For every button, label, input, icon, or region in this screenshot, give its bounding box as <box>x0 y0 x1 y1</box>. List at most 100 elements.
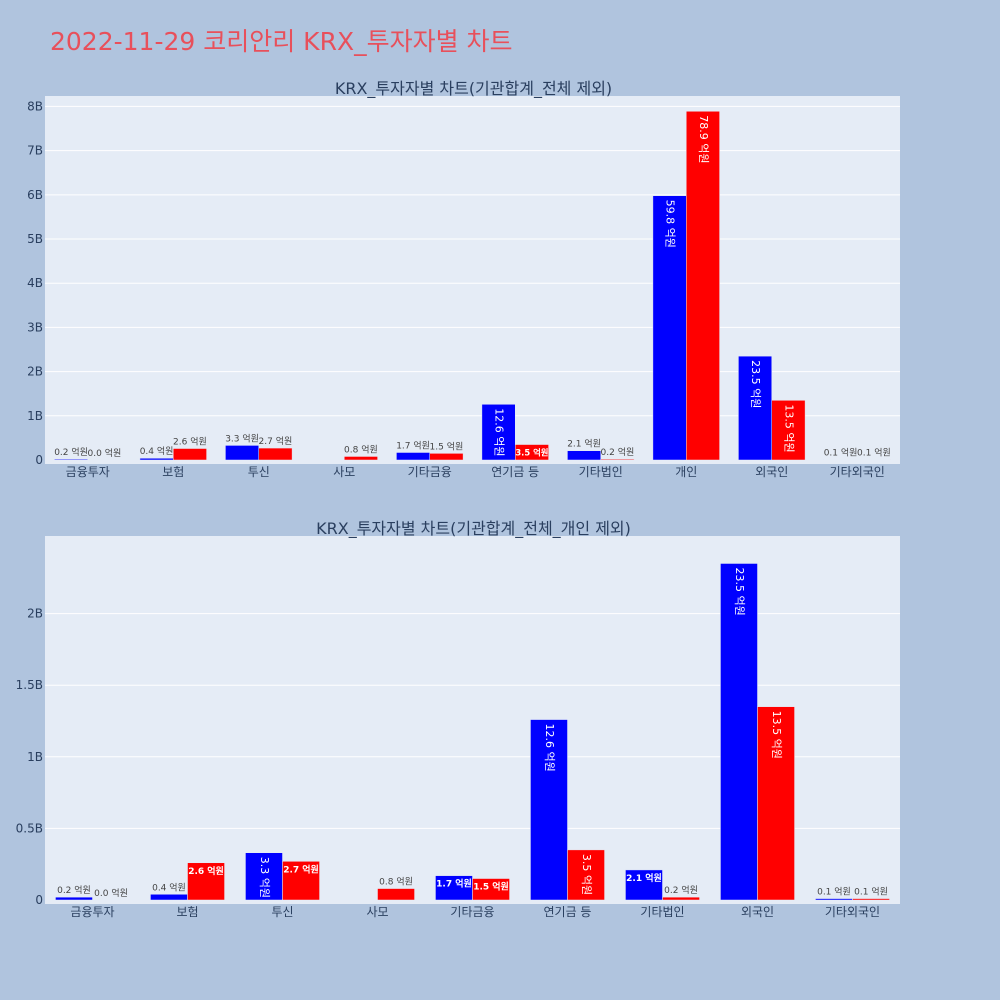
bar <box>225 445 259 461</box>
bar <box>282 861 320 901</box>
data-label: 0.4 억원 <box>140 445 174 457</box>
data-label: 3.3 억원 <box>258 857 271 898</box>
bar <box>481 404 516 461</box>
data-label: 2.6 억원 <box>173 436 207 448</box>
data-label: 12.6 억원 <box>543 724 556 772</box>
data-label: 0.1 억원 <box>857 447 891 459</box>
chart-2: KRX_투자자별 차트(기관합계_전체_개인 제외) 0 0.5B 1B 1.5B 2B 금… <box>16 519 900 919</box>
y-tick-label: 2B <box>27 365 43 379</box>
data-label: 3.3 억원 <box>225 432 259 444</box>
data-label: 78.9 억원 <box>697 115 710 163</box>
data-label: 12.6 억원 <box>493 408 506 456</box>
y-tick-label: 1B <box>27 750 43 764</box>
chart-title: KRX_투자자별 차트(기관합계_전체_개인 제외) <box>316 519 631 539</box>
data-label: 0.2 억원 <box>601 446 635 458</box>
data-label: 1.7 억원 <box>436 878 472 890</box>
y-tick-label: 5B <box>27 232 43 246</box>
bar <box>396 452 430 461</box>
bar <box>377 888 415 901</box>
bar <box>720 563 758 901</box>
bar <box>429 453 464 461</box>
y-tick-label: 0 <box>35 893 43 907</box>
data-label: 2.1 억원 <box>567 438 601 450</box>
data-label: 3.5 억원 <box>515 448 548 458</box>
y-tick-label: 0.5B <box>16 821 43 835</box>
data-label: 0.1 억원 <box>817 886 851 898</box>
data-label: 0.2 억원 <box>54 446 88 458</box>
bar <box>258 447 293 461</box>
bar <box>173 448 207 461</box>
data-label: 0.1 억원 <box>854 886 888 898</box>
x-tick-label: 기타외국인 <box>825 905 880 919</box>
data-label: 2.1 억원 <box>626 872 662 884</box>
data-label: 13.5 억원 <box>782 404 795 452</box>
data-label: 1.7 억원 <box>396 439 430 451</box>
data-label: 13.5 억원 <box>770 711 783 759</box>
data-label: 0.1 억원 <box>824 447 858 459</box>
bar <box>139 457 174 461</box>
data-label: 0.0 억원 <box>94 887 128 899</box>
data-label: 1.5 억원 <box>473 881 509 893</box>
bar <box>515 444 549 461</box>
bar <box>187 862 225 901</box>
y-tick-label: 8B <box>27 99 43 113</box>
x-tick-label: 연기금 등 <box>544 905 592 919</box>
data-label: 2.7 억원 <box>259 435 293 447</box>
y-tick-label: 3B <box>27 320 43 334</box>
y-tick-label: 0 <box>35 453 43 467</box>
data-label: 0.2 억원 <box>57 884 91 896</box>
y-tick-label: 7B <box>27 144 43 158</box>
bar <box>600 458 635 461</box>
x-tick-label: 외국인 <box>755 465 788 479</box>
x-tick-label: 사모 <box>366 905 388 919</box>
x-tick-label: 사모 <box>333 465 355 479</box>
bar <box>815 898 853 901</box>
y-tick-label: 1B <box>27 409 43 423</box>
bar <box>771 400 806 461</box>
data-label: 3.5 억원 <box>580 854 593 895</box>
y-tick-label: 2B <box>27 607 43 621</box>
bar <box>852 898 890 901</box>
x-tick-label: 금융투자 <box>66 465 110 479</box>
x-tick-label: 개인 <box>675 465 697 479</box>
chart-title: KRX_투자자별 차트(기관합계_전체 제외) <box>335 79 612 99</box>
data-label: 1.5 억원 <box>430 440 464 452</box>
data-label: 0.0 억원 <box>88 447 122 459</box>
chart-1: KRX_투자자별 차트(기관합계_전체 제외) 0 1B 2B 3B 4B 5B 6B 7B 8B… <box>27 79 900 479</box>
data-label: 23.5 억원 <box>749 360 762 408</box>
bar <box>55 896 93 901</box>
x-tick-label: 투신 <box>248 465 270 479</box>
x-tick-label: 기타금융 <box>450 905 494 919</box>
bar <box>738 355 773 461</box>
data-label: 0.8 억원 <box>344 443 378 455</box>
x-tick-label: 기타법인 <box>640 905 684 919</box>
data-label: 2.7 억원 <box>283 863 319 875</box>
bar <box>567 450 602 461</box>
x-tick-label: 기타금융 <box>408 465 452 479</box>
bar <box>435 875 473 901</box>
bar <box>625 869 663 901</box>
bar <box>567 849 605 901</box>
bar <box>344 456 378 461</box>
bar <box>662 896 700 901</box>
bar <box>757 706 795 901</box>
x-tick-label: 보험 <box>162 465 184 479</box>
x-tick-label: 연기금 등 <box>491 465 539 479</box>
y-tick-label: 6B <box>27 188 43 202</box>
x-tick-label: 금융투자 <box>70 905 114 919</box>
x-tick-label: 외국인 <box>741 905 774 919</box>
y-tick-label: 4B <box>27 276 43 290</box>
x-tick-label: 투신 <box>271 905 293 919</box>
y-tick-label: 1.5B <box>16 678 43 692</box>
data-label: 0.8 억원 <box>379 876 413 888</box>
bar <box>472 878 510 901</box>
data-label: 0.2 억원 <box>664 884 698 896</box>
bar <box>54 458 88 461</box>
x-tick-label: 기타외국인 <box>830 465 885 479</box>
bar <box>530 719 568 901</box>
bar <box>686 111 720 461</box>
bar <box>150 894 188 901</box>
data-label: 23.5 억원 <box>733 567 746 615</box>
x-tick-label: 기타법인 <box>579 465 623 479</box>
